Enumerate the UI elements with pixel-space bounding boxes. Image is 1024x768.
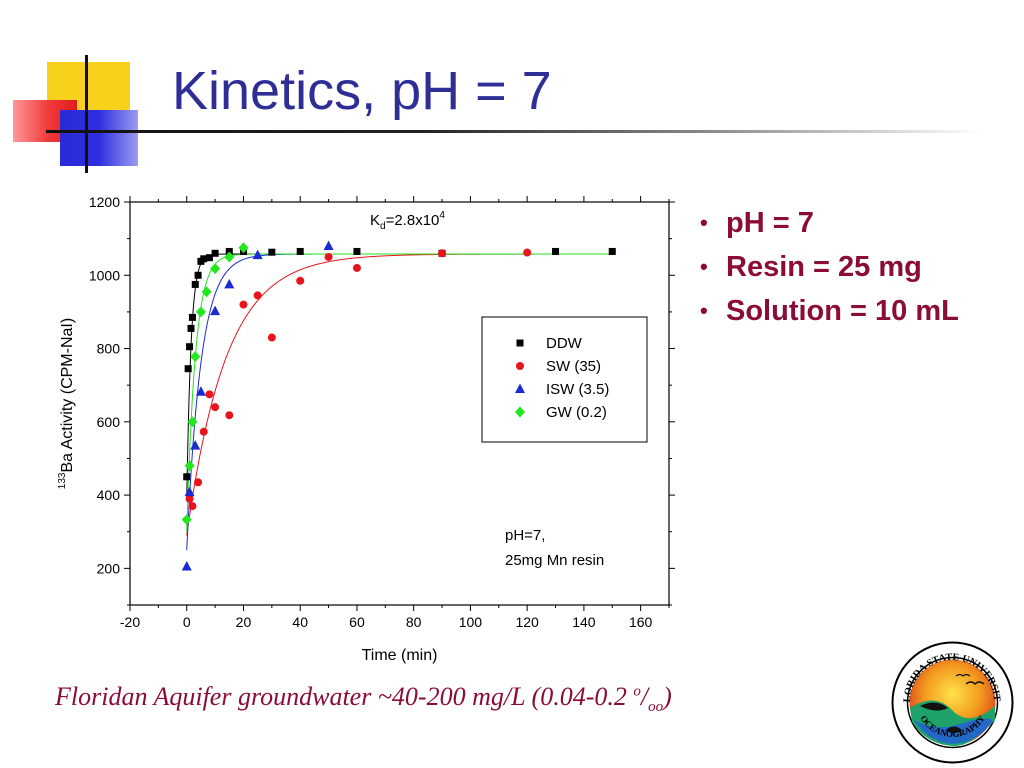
x-tick-label: -20	[120, 614, 140, 630]
data-point	[608, 247, 616, 255]
legend-box	[481, 316, 648, 443]
legend-marker	[516, 362, 524, 370]
legend-marker	[515, 406, 525, 418]
data-point	[185, 494, 194, 503]
logo-blue-bar	[60, 110, 138, 166]
legend: DDW SW (35) ISW (3.5) GW (0.2)	[481, 316, 648, 443]
data-point	[296, 276, 305, 285]
data-point	[184, 365, 192, 373]
data-point	[296, 247, 304, 255]
bullet-item: • Solution = 10 mL	[700, 295, 959, 327]
data-point	[199, 427, 208, 436]
data-point	[187, 324, 195, 332]
x-tick-label: 40	[292, 614, 308, 630]
data-point	[225, 411, 234, 420]
data-point	[200, 255, 208, 263]
x-axis-label: Time (min)	[362, 647, 438, 664]
x-tick-label: 60	[349, 614, 365, 630]
data-point	[205, 254, 213, 262]
x-tick-label: 160	[629, 614, 653, 630]
data-point	[523, 248, 532, 257]
bullet-item: • Resin = 25 mg	[700, 251, 922, 283]
axis-ticks	[124, 196, 675, 611]
data-point	[268, 248, 276, 256]
y-tick-label: 200	[97, 560, 121, 576]
slide-title: Kinetics, pH = 7	[172, 61, 552, 121]
data-point	[205, 390, 214, 399]
data-point	[253, 291, 262, 300]
data-point	[188, 502, 197, 511]
data-point	[183, 473, 191, 481]
data-point	[194, 271, 202, 279]
kinetics-chart: -20 0 20 40 60 80 100 120 140 160 200 400 600 800 1000…	[57, 194, 675, 664]
data-point	[210, 263, 221, 275]
data-point	[552, 247, 560, 255]
data-point	[188, 313, 196, 321]
bullet-dot-icon: •	[700, 210, 708, 235]
data-point	[194, 478, 203, 487]
data-point	[195, 306, 206, 318]
data-point	[323, 240, 334, 250]
title-underline	[46, 130, 984, 133]
x-tick-label: 140	[572, 614, 596, 630]
data-point	[201, 286, 212, 298]
data-point	[324, 252, 333, 261]
bullet-list: • pH = 7 • Resin = 25 mg • Solution = 10 mL	[698, 205, 998, 337]
data-point	[186, 343, 194, 351]
data-point	[353, 247, 361, 255]
caption: Floridan Aquifer groundwater ~40-200 mg/…	[55, 682, 672, 716]
data-point	[352, 263, 361, 272]
data-point	[210, 305, 221, 316]
y-tick-label: 600	[97, 414, 121, 430]
data-point	[181, 561, 192, 571]
data-point	[181, 514, 192, 526]
legend-marker	[515, 383, 525, 393]
condition-annotation-line-1: pH=7,	[505, 527, 545, 544]
data-point	[184, 486, 195, 497]
data-point	[191, 280, 199, 288]
data-point	[211, 403, 220, 412]
kd-annotation: Kd=2.8x104	[370, 210, 445, 232]
x-tick-label: 100	[459, 614, 483, 630]
plot-frame	[129, 201, 670, 606]
y-tick-label: 800	[97, 341, 121, 357]
data-point	[238, 242, 249, 254]
data-point	[239, 300, 248, 309]
legend-label: DDW	[546, 335, 583, 352]
y-tick-label: 400	[97, 487, 121, 503]
legend-label: ISW (3.5)	[546, 381, 609, 398]
data-point	[190, 440, 201, 450]
condition-annotation-line-2: 25mg Mn resin	[505, 552, 604, 569]
legend-label: GW (0.2)	[546, 404, 607, 421]
legend-label: SW (35)	[546, 358, 601, 375]
data-point	[195, 386, 206, 396]
data-point	[190, 351, 201, 363]
y-tick-label: 1200	[89, 194, 120, 210]
x-tick-label: 80	[406, 614, 422, 630]
data-point	[224, 278, 235, 289]
x-tick-label: 20	[236, 614, 252, 630]
data-point	[187, 416, 198, 428]
bullet-item: • pH = 7	[700, 207, 814, 239]
axis-tick-labels: -20 0 20 40 60 80 100 120 140 160 200 400 600 800 1000…	[89, 194, 653, 630]
y-tick-label: 1000	[89, 267, 120, 283]
y-axis-label: 133Ba Activity (CPM-NaI)	[57, 318, 76, 489]
bullet-dot-icon: •	[700, 254, 708, 279]
x-tick-label: 0	[183, 614, 191, 630]
logo-vertical-line	[85, 55, 88, 173]
data-point	[224, 251, 235, 263]
data-point	[184, 460, 195, 472]
data-point	[267, 333, 276, 342]
data-point	[211, 249, 219, 257]
x-tick-label: 120	[515, 614, 539, 630]
data-points	[181, 240, 616, 571]
fsu-oceanography-seal: FLORIDA STATE UNIVERSITY OCEANOGRAPHY	[890, 640, 1014, 764]
legend-marker	[516, 339, 524, 347]
bullet-dot-icon: •	[700, 298, 708, 323]
data-point	[252, 249, 263, 260]
data-point	[438, 249, 447, 258]
